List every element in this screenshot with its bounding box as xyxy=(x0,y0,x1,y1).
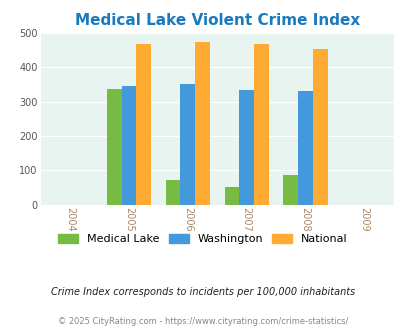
Bar xyxy=(195,42,209,205)
Bar xyxy=(121,86,136,205)
Bar xyxy=(165,180,180,205)
Text: © 2025 CityRating.com - https://www.cityrating.com/crime-statistics/: © 2025 CityRating.com - https://www.city… xyxy=(58,317,347,326)
Bar xyxy=(297,91,312,205)
Bar xyxy=(283,175,297,205)
Bar xyxy=(254,44,268,205)
Bar xyxy=(312,49,327,205)
Title: Medical Lake Violent Crime Index: Medical Lake Violent Crime Index xyxy=(75,13,359,28)
Bar xyxy=(180,84,195,205)
Bar xyxy=(224,187,239,205)
Bar xyxy=(136,44,151,205)
Text: Crime Index corresponds to incidents per 100,000 inhabitants: Crime Index corresponds to incidents per… xyxy=(51,287,354,297)
Legend: Medical Lake, Washington, National: Medical Lake, Washington, National xyxy=(54,229,351,248)
Bar xyxy=(107,88,121,205)
Bar xyxy=(239,90,254,205)
